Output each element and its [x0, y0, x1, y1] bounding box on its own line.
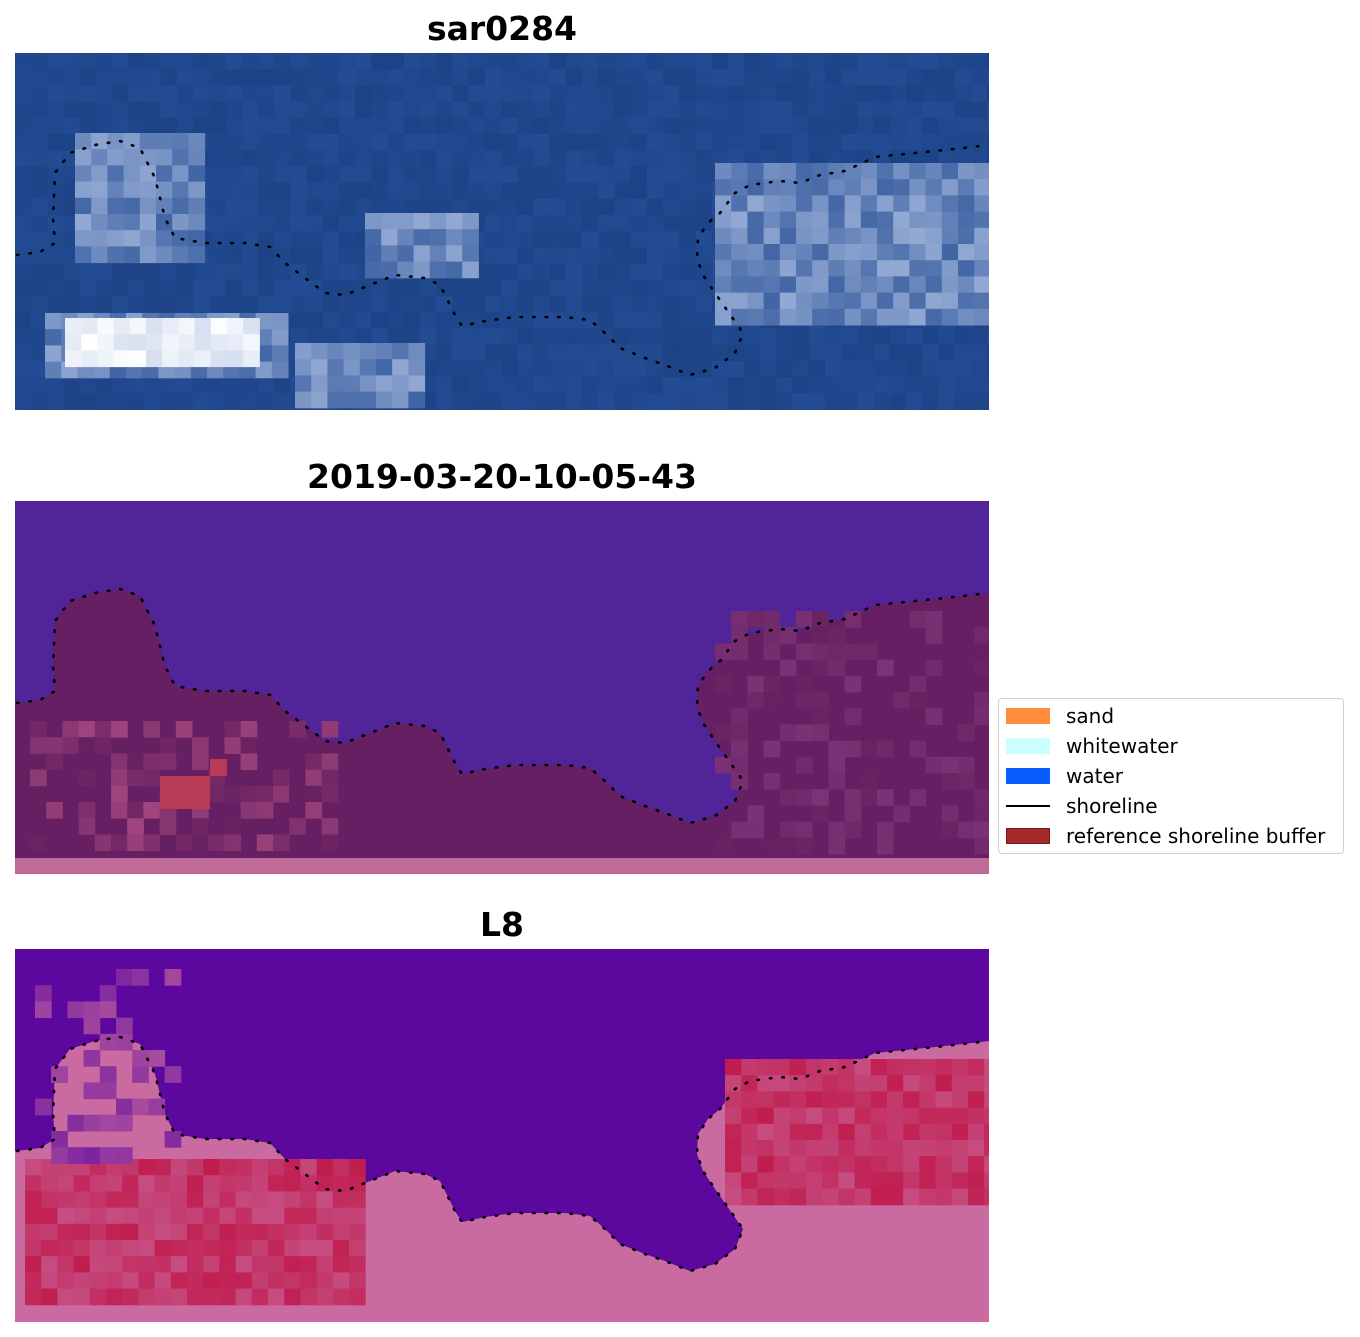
index-image — [15, 949, 989, 1322]
panel-title-2: 2019-03-20-10-05-43 — [307, 457, 697, 496]
legend-label-whitewater: whitewater — [1066, 734, 1178, 758]
legend-label-reference-buffer: reference shoreline buffer — [1066, 824, 1326, 848]
legend-item-shoreline: shoreline — [1006, 791, 1158, 821]
legend-item-water: water — [1006, 761, 1123, 791]
legend-item-whitewater: whitewater — [1006, 731, 1178, 761]
legend-label-shoreline: shoreline — [1066, 794, 1158, 818]
classified-image — [15, 501, 989, 874]
water-swatch — [1006, 768, 1050, 784]
sand-swatch — [1006, 708, 1050, 724]
shoreline-line-icon — [1006, 805, 1050, 807]
legend-item-sand: sand — [1006, 701, 1114, 731]
panel-title-1: sar0284 — [426, 9, 578, 48]
reference-buffer-swatch — [1006, 828, 1050, 844]
panel-title-3: L8 — [480, 905, 524, 944]
legend-label-water: water — [1066, 764, 1123, 788]
satellite-rgb-image — [15, 53, 989, 410]
legend-label-sand: sand — [1066, 704, 1115, 728]
legend: sand whitewater water shoreline referenc… — [998, 698, 1344, 854]
legend-item-reference-buffer: reference shoreline buffer — [1006, 821, 1325, 851]
whitewater-swatch — [1006, 738, 1050, 754]
